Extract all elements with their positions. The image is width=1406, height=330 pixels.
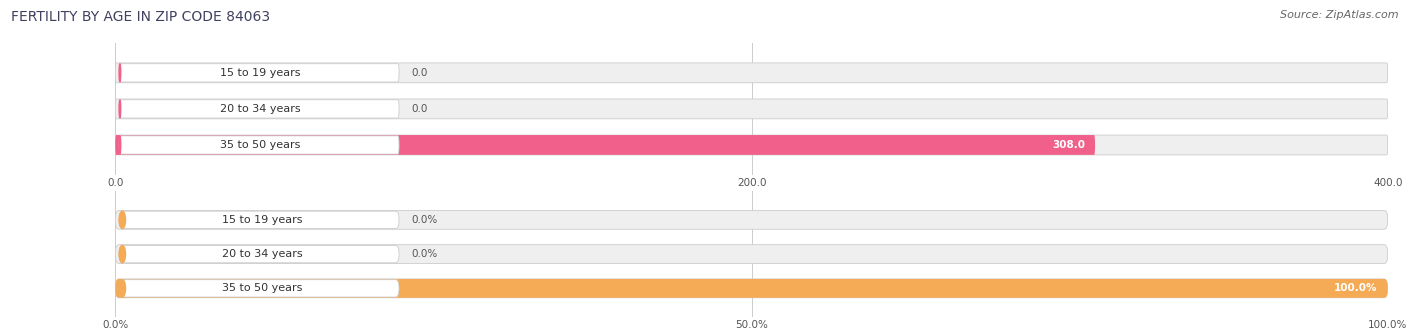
FancyBboxPatch shape bbox=[120, 280, 399, 297]
Circle shape bbox=[120, 64, 121, 82]
Text: 35 to 50 years: 35 to 50 years bbox=[222, 283, 302, 293]
Circle shape bbox=[120, 100, 121, 118]
FancyBboxPatch shape bbox=[120, 246, 399, 263]
FancyBboxPatch shape bbox=[115, 135, 1388, 155]
Text: 20 to 34 years: 20 to 34 years bbox=[219, 104, 301, 114]
Circle shape bbox=[120, 280, 125, 297]
FancyBboxPatch shape bbox=[120, 64, 399, 82]
Text: 15 to 19 years: 15 to 19 years bbox=[222, 215, 302, 225]
FancyBboxPatch shape bbox=[120, 100, 399, 118]
Text: 100.0%: 100.0% bbox=[1334, 283, 1378, 293]
FancyBboxPatch shape bbox=[115, 63, 1388, 83]
Circle shape bbox=[120, 211, 125, 228]
Text: Source: ZipAtlas.com: Source: ZipAtlas.com bbox=[1281, 10, 1399, 20]
Text: 0.0: 0.0 bbox=[412, 104, 429, 114]
Text: 20 to 34 years: 20 to 34 years bbox=[222, 249, 302, 259]
FancyBboxPatch shape bbox=[115, 211, 1388, 229]
Text: 35 to 50 years: 35 to 50 years bbox=[219, 140, 299, 150]
FancyBboxPatch shape bbox=[120, 136, 399, 154]
Text: 308.0: 308.0 bbox=[1052, 140, 1085, 150]
Text: 15 to 19 years: 15 to 19 years bbox=[219, 68, 299, 78]
Circle shape bbox=[120, 246, 125, 263]
FancyBboxPatch shape bbox=[115, 99, 1388, 119]
FancyBboxPatch shape bbox=[115, 135, 1095, 155]
FancyBboxPatch shape bbox=[120, 211, 399, 228]
Circle shape bbox=[120, 136, 121, 154]
FancyBboxPatch shape bbox=[115, 245, 1388, 264]
Text: 0.0%: 0.0% bbox=[412, 249, 439, 259]
FancyBboxPatch shape bbox=[115, 279, 1388, 298]
FancyBboxPatch shape bbox=[115, 279, 1388, 298]
Text: 0.0: 0.0 bbox=[412, 68, 429, 78]
Text: FERTILITY BY AGE IN ZIP CODE 84063: FERTILITY BY AGE IN ZIP CODE 84063 bbox=[11, 10, 270, 24]
Text: 0.0%: 0.0% bbox=[412, 215, 439, 225]
